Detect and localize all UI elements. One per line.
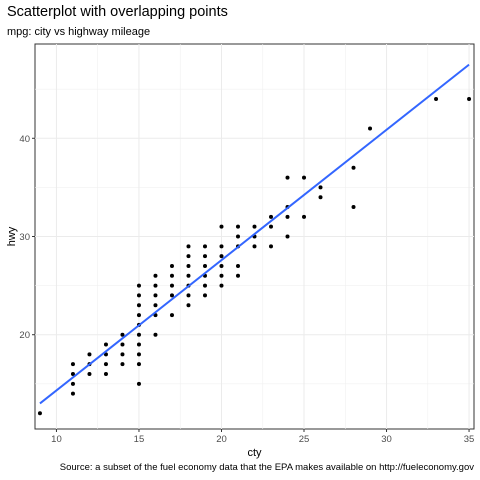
x-tick-label: 20 [216,434,227,445]
y-tick-label: 40 [19,134,30,145]
chart-title: Scatterplot with overlapping points [7,4,228,20]
data-point [169,263,174,268]
data-point [202,244,207,249]
data-point [351,205,356,210]
data-point [169,313,174,318]
y-tick-label: 20 [19,330,30,341]
data-point [219,273,224,278]
data-point [269,244,274,249]
data-point [186,244,191,249]
data-point [467,97,472,101]
data-point [153,273,158,278]
data-point [169,283,174,288]
y-axis-title: hwy [6,226,18,246]
data-point [202,263,207,268]
data-point [70,372,75,376]
data-point [186,273,191,278]
data-point [136,362,141,367]
y-tick-label: 30 [19,232,30,243]
data-point [136,342,141,347]
y-axis: 20 30 40 [19,134,35,341]
data-point [186,263,191,268]
chart-caption: Source: a subset of the fuel economy dat… [59,462,474,473]
data-point [169,273,174,278]
data-point [136,313,141,318]
data-point [351,165,356,170]
data-point [235,273,240,278]
data-point [153,332,158,337]
data-point [252,244,257,249]
data-point [285,175,290,180]
data-point [120,332,125,337]
data-point [434,97,439,101]
x-tick-label: 10 [51,434,62,445]
data-point [153,293,158,298]
data-point [153,303,158,308]
data-point [252,224,257,229]
data-point [136,283,141,288]
data-point [285,234,290,239]
data-point [202,293,207,298]
data-point [202,283,207,288]
data-point [368,126,373,131]
data-point [70,391,75,396]
data-point [318,185,323,190]
data-point [136,332,141,337]
data-point [120,342,125,347]
x-tick-label: 35 [464,434,475,445]
data-point [285,214,290,219]
data-point [318,195,323,200]
data-point [70,362,75,367]
data-point [219,254,224,259]
data-point [37,411,42,416]
data-point [103,342,108,347]
data-point [136,303,141,308]
chart-subtitle: mpg: city vs highway mileage [7,26,151,38]
data-point [302,214,307,219]
data-point [120,352,125,357]
x-tick-label: 15 [134,434,145,445]
data-point [235,224,240,229]
data-point [103,362,108,367]
x-axis: 10 15 20 25 30 35 [51,429,474,445]
data-point [235,263,240,268]
data-point [235,234,240,239]
x-tick-label: 25 [299,434,310,445]
data-point [269,224,274,229]
data-point [219,283,224,288]
data-point [136,293,141,298]
data-point [302,175,307,180]
x-axis-title: cty [247,447,262,459]
data-point [186,303,191,308]
data-point [186,293,191,298]
grid-lines [35,44,474,429]
data-point [70,381,75,386]
data-point [87,372,92,376]
x-tick-label: 30 [381,434,392,445]
data-point [120,362,125,367]
data-point [219,263,224,268]
data-point [136,381,141,386]
data-point [219,224,224,229]
data-point [103,372,108,376]
data-point [169,293,174,298]
data-point [87,352,92,357]
data-point [153,283,158,288]
trend-line [39,63,470,405]
data-point [202,254,207,259]
data-point [186,254,191,259]
data-point [136,352,141,357]
data-point [219,244,224,249]
data-point [269,214,274,219]
